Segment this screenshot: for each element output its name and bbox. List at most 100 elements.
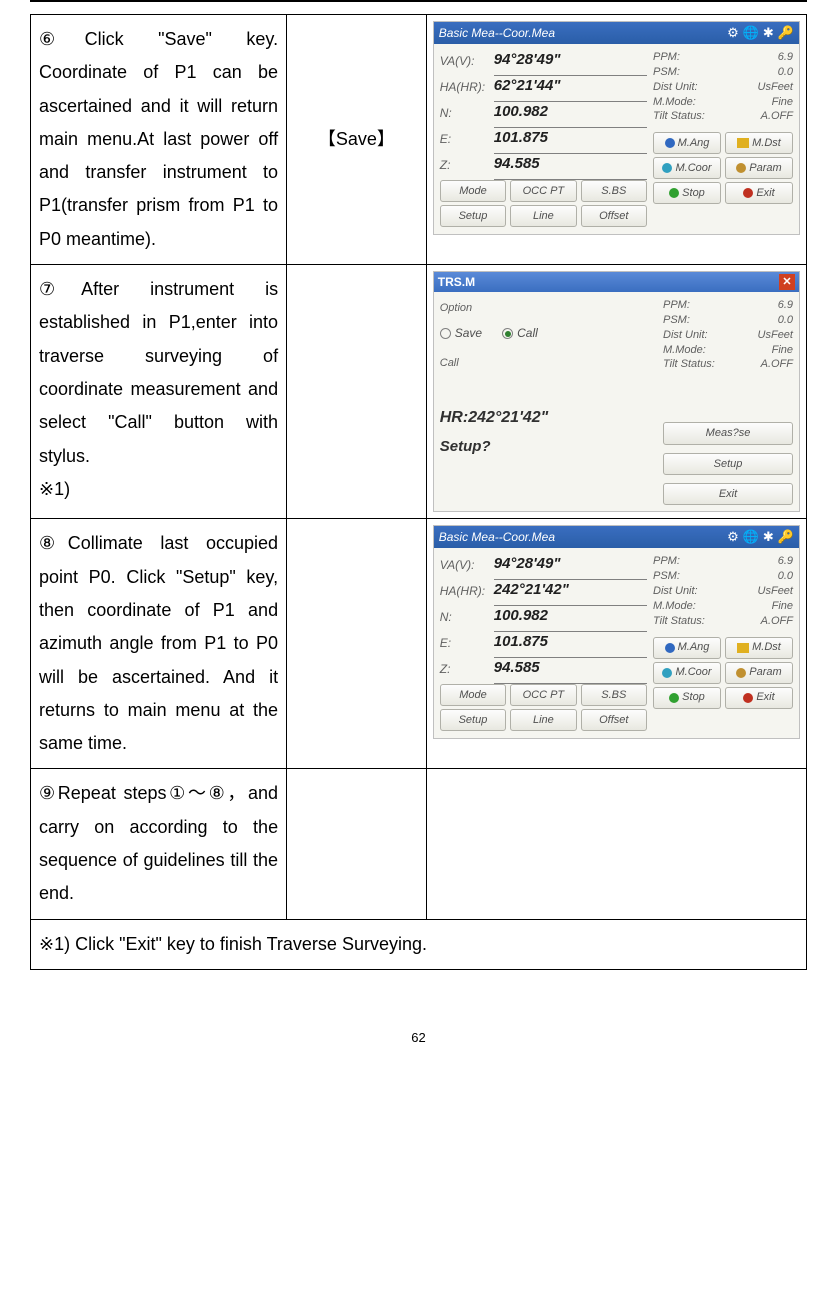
setup-button[interactable]: Setup — [440, 709, 506, 731]
dist-label: Dist Unit: — [653, 584, 698, 599]
mdst-button[interactable]: M.Dst — [725, 637, 793, 659]
tilt-value: A.OFF — [761, 614, 793, 629]
dist-label: Dist Unit: — [653, 80, 698, 95]
mdst-label: M.Dst — [752, 133, 781, 153]
sbs-button[interactable]: S.BS — [581, 180, 647, 202]
dist-value: UsFeet — [758, 328, 793, 343]
ppm-value: 6.9 — [778, 298, 793, 313]
setup-button[interactable]: Setup — [663, 453, 793, 475]
param-button[interactable]: Param — [725, 662, 793, 684]
dot-icon — [669, 693, 679, 703]
mdst-button[interactable]: M.Dst — [725, 132, 793, 154]
save-radio[interactable] — [440, 328, 451, 339]
tilt-label: Tilt Status: — [663, 357, 715, 372]
mang-button[interactable]: M.Ang — [653, 637, 721, 659]
mmode-value: Fine — [772, 343, 793, 358]
setup-prompt: Setup? — [440, 433, 655, 461]
mang-label: M.Ang — [678, 637, 710, 657]
mcoor-button[interactable]: M.Coor — [653, 157, 721, 179]
table-row: ⑧Collimate last occupied point P0. Click… — [31, 519, 807, 769]
mmode-label: M.Mode: — [653, 95, 696, 110]
top-rule — [30, 0, 807, 2]
screenshot-cell: Basic Mea--Coor.Mea ⚙ 🌐 ✱ 🔑 VA(V):94°28'… — [426, 519, 806, 769]
hr-reading: HR:242°21'42" — [440, 403, 655, 433]
footnote-text: ※1) Click "Exit" key to finish Traverse … — [31, 919, 807, 969]
param-button[interactable]: Param — [725, 157, 793, 179]
va-label: VA(V): — [440, 50, 494, 72]
tilt-label: Tilt Status: — [653, 109, 705, 124]
ha-label: HA(HR): — [440, 76, 494, 98]
exit-button[interactable]: Exit — [663, 483, 793, 505]
close-icon[interactable]: ✕ — [779, 274, 795, 290]
table-row: ⑦After instrument is established in P1,e… — [31, 265, 807, 519]
occpt-button[interactable]: OCC PT — [510, 684, 576, 706]
e-label: E: — [440, 128, 494, 150]
psm-label: PSM: — [663, 313, 690, 328]
call-label: Call — [440, 353, 655, 373]
window-titlebar: Basic Mea--Coor.Mea ⚙ 🌐 ✱ 🔑 — [434, 22, 799, 44]
mcoor-label: M.Coor — [675, 158, 711, 178]
call-radio[interactable] — [502, 328, 513, 339]
dist-value: UsFeet — [758, 80, 793, 95]
action-text — [287, 519, 427, 769]
ppm-label: PPM: — [653, 50, 680, 65]
key-icon: 🔑 — [778, 525, 794, 549]
dot-icon — [736, 163, 746, 173]
save-radio-label: Save — [455, 322, 482, 344]
ppm-label: PPM: — [663, 298, 690, 313]
line-button[interactable]: Line — [510, 709, 576, 731]
tilt-value: A.OFF — [761, 109, 793, 124]
stop-button[interactable]: Stop — [653, 687, 721, 709]
stop-button[interactable]: Stop — [653, 182, 721, 204]
tilt-label: Tilt Status: — [653, 614, 705, 629]
offset-button[interactable]: Offset — [581, 205, 647, 227]
stop-label: Stop — [682, 687, 705, 707]
psm-value: 0.0 — [778, 65, 793, 80]
dot-icon — [665, 138, 675, 148]
gear-icon: ⚙ — [727, 525, 739, 549]
info-panel: PPM: 6.9 PSM: 0.0 Dist Unit: UsFeet M.Mode:… — [663, 298, 793, 372]
step-text: ⑧Collimate last occupied point P0. Click… — [31, 519, 287, 769]
dist-label: Dist Unit: — [663, 328, 708, 343]
z-label: Z: — [440, 658, 494, 680]
psm-value: 0.0 — [778, 313, 793, 328]
offset-button[interactable]: Offset — [581, 709, 647, 731]
action-text: 【Save】 — [287, 15, 427, 265]
step-text: ⑥Click "Save" key. Coordinate of P1 can … — [31, 15, 287, 265]
screenshot-cell — [426, 769, 806, 919]
param-label: Param — [749, 158, 781, 178]
sbs-button[interactable]: S.BS — [581, 684, 647, 706]
line-button[interactable]: Line — [510, 205, 576, 227]
dist-value: UsFeet — [758, 584, 793, 599]
n-label: N: — [440, 606, 494, 628]
exit-label: Exit — [756, 687, 774, 707]
psm-value: 0.0 — [778, 569, 793, 584]
mode-button[interactable]: Mode — [440, 180, 506, 202]
table-row: ⑥Click "Save" key. Coordinate of P1 can … — [31, 15, 807, 265]
mode-button[interactable]: Mode — [440, 684, 506, 706]
exit-button[interactable]: Exit — [725, 182, 793, 204]
titlebar-icons: ⚙ 🌐 ✱ 🔑 — [727, 21, 794, 45]
option-label: Option — [440, 298, 655, 318]
mmode-label: M.Mode: — [663, 343, 706, 358]
dot-icon — [736, 668, 746, 678]
square-icon — [737, 643, 749, 653]
dot-icon — [743, 188, 753, 198]
stop-label: Stop — [682, 183, 705, 203]
exit-button[interactable]: Exit — [725, 687, 793, 709]
mcoor-button[interactable]: M.Coor — [653, 662, 721, 684]
occpt-button[interactable]: OCC PT — [510, 180, 576, 202]
ppm-label: PPM: — [653, 554, 680, 569]
mmode-value: Fine — [772, 599, 793, 614]
setup-button[interactable]: Setup — [440, 205, 506, 227]
meas-button[interactable]: Meas?se — [663, 422, 793, 444]
trsm-screenshot: TRS.M ✕ Option Save Call Call HR:242°21'… — [433, 271, 800, 512]
mang-button[interactable]: M.Ang — [653, 132, 721, 154]
screenshot-cell: Basic Mea--Coor.Mea ⚙ 🌐 ✱ 🔑 VA(V):94°28'… — [426, 15, 806, 265]
mang-label: M.Ang — [678, 133, 710, 153]
call-radio-label: Call — [517, 322, 538, 344]
mdst-label: M.Dst — [752, 637, 781, 657]
bluetooth-icon: ✱ — [763, 525, 774, 549]
step-text: ⑨Repeat steps①～⑧，and carry on according … — [31, 769, 287, 919]
key-icon: 🔑 — [778, 21, 794, 45]
